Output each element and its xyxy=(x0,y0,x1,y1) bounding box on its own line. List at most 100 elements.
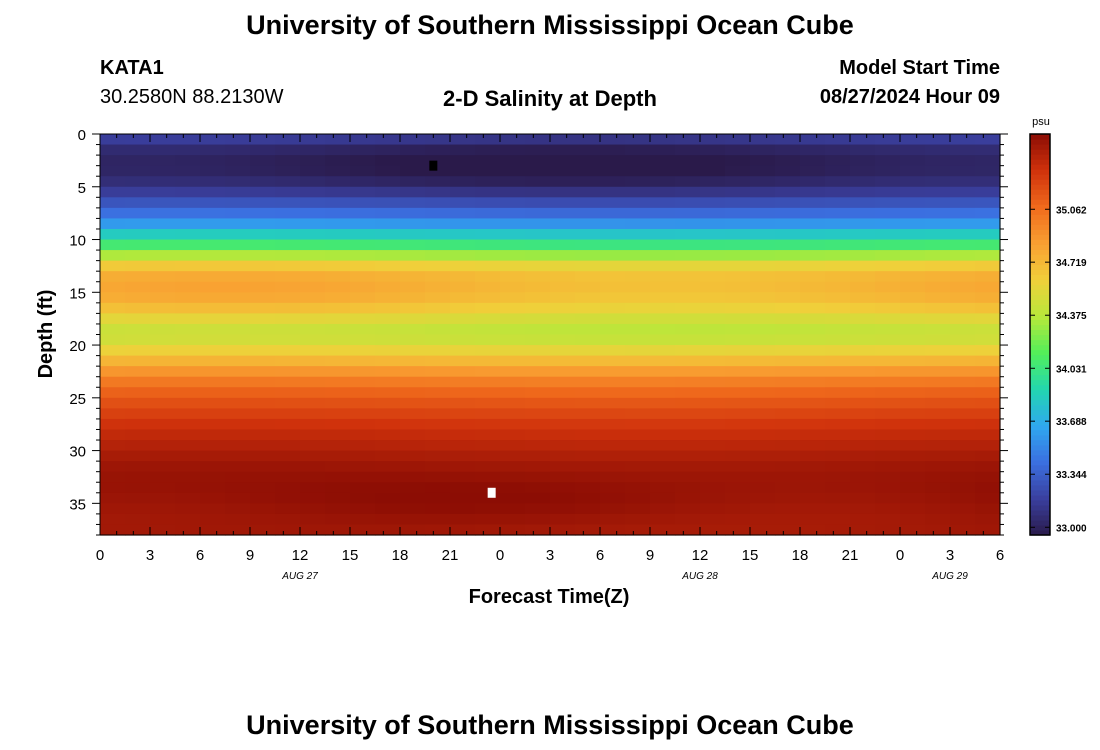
heatmap-cell xyxy=(250,271,276,283)
heatmap-cell xyxy=(775,418,801,431)
heatmap-cell xyxy=(425,292,451,304)
heatmap-cell xyxy=(100,271,126,283)
heatmap-cell xyxy=(225,397,251,409)
heatmap-cell xyxy=(200,366,226,378)
heatmap-cell xyxy=(800,355,826,367)
heatmap-cell xyxy=(225,418,251,431)
heatmap-cell xyxy=(150,418,176,431)
heatmap-cell xyxy=(175,228,201,241)
heatmap-cell xyxy=(525,313,551,325)
heatmap-cell xyxy=(725,176,751,188)
heatmap-cell xyxy=(800,292,826,304)
colorbar-swatch xyxy=(1030,429,1050,436)
colorbar-swatch xyxy=(1030,499,1050,506)
heatmap-cell xyxy=(875,313,901,325)
heatmap-cell xyxy=(675,250,701,262)
heatmap-cell xyxy=(425,513,451,526)
heatmap-cell xyxy=(550,165,576,177)
heatmap-cell xyxy=(425,450,451,462)
heatmap-cell xyxy=(975,492,1001,504)
heatmap-cell xyxy=(825,450,851,462)
heatmap-cell xyxy=(925,228,951,241)
heatmap-cell xyxy=(875,524,901,536)
heatmap-cell xyxy=(275,197,301,209)
colorbar-swatch xyxy=(1030,504,1050,511)
heatmap-cell xyxy=(375,260,401,272)
heatmap-cell xyxy=(475,218,501,230)
heatmap-cell xyxy=(725,524,751,536)
heatmap-cell xyxy=(275,239,301,251)
heatmap-cell xyxy=(125,355,151,367)
heatmap-cell xyxy=(650,197,676,209)
heatmap-cell xyxy=(675,408,701,420)
heatmap-cell xyxy=(950,471,976,483)
heatmap-cell xyxy=(425,355,451,367)
heatmap-cell xyxy=(625,513,651,526)
heatmap-cell xyxy=(175,482,201,494)
heatmap-cell xyxy=(400,387,426,399)
heatmap-cell xyxy=(800,450,826,462)
heatmap-cell xyxy=(600,250,626,262)
heatmap-cell xyxy=(200,387,226,399)
heatmap-cell xyxy=(300,461,326,473)
heatmap-cell xyxy=(725,250,751,262)
heatmap-cell xyxy=(800,408,826,420)
heatmap-cell xyxy=(875,345,901,357)
heatmap-cell xyxy=(350,397,376,409)
heatmap-cell xyxy=(725,207,751,220)
heatmap-cell xyxy=(625,155,651,167)
heatmap-cell xyxy=(550,482,576,494)
heatmap-cell xyxy=(125,376,151,388)
heatmap-cell xyxy=(275,471,301,483)
heatmap-cell xyxy=(750,155,776,167)
heatmap-cell xyxy=(550,355,576,367)
heatmap-cell xyxy=(125,440,151,452)
heatmap-cell xyxy=(575,176,601,188)
heatmap-cell xyxy=(275,260,301,272)
heatmap-cell xyxy=(100,440,126,452)
heatmap-cell xyxy=(625,408,651,420)
heatmap-cell xyxy=(950,461,976,473)
heatmap-cell xyxy=(300,503,326,515)
heatmap-cell xyxy=(675,440,701,452)
heatmap-cell xyxy=(850,440,876,452)
heatmap-cell xyxy=(350,197,376,209)
heatmap-cell xyxy=(550,250,576,262)
y-tick-label: 30 xyxy=(69,444,86,461)
heatmap-cell xyxy=(950,144,976,156)
heatmap-cell xyxy=(800,513,826,526)
heatmap-cell xyxy=(300,250,326,262)
heatmap-cell xyxy=(500,197,526,209)
heatmap-cell xyxy=(625,440,651,452)
heatmap-cell xyxy=(450,302,476,314)
heatmap-cell xyxy=(700,503,726,515)
heatmap-cell xyxy=(675,323,701,336)
heatmap-cell xyxy=(450,492,476,504)
heatmap-cell xyxy=(275,492,301,504)
heatmap-cell xyxy=(575,408,601,420)
heatmap-cell xyxy=(625,387,651,399)
heatmap-cell xyxy=(300,408,326,420)
x-tick-label: 18 xyxy=(392,547,409,564)
heatmap-cell xyxy=(900,186,926,198)
heatmap-cell xyxy=(400,345,426,357)
heatmap-cell xyxy=(425,503,451,515)
heatmap-cell xyxy=(650,313,676,325)
heatmap-cell xyxy=(150,228,176,241)
heatmap-cell xyxy=(125,408,151,420)
heatmap-cell xyxy=(775,513,801,526)
x-tick-label: 6 xyxy=(996,547,1004,564)
heatmap-cell xyxy=(600,218,626,230)
heatmap-cell xyxy=(550,144,576,156)
heatmap-cell xyxy=(900,366,926,378)
heatmap-cell xyxy=(125,144,151,156)
heatmap-cell xyxy=(325,271,351,283)
heatmap-cell xyxy=(325,207,351,220)
heatmap-cell xyxy=(525,186,551,198)
heatmap-cell xyxy=(700,334,726,346)
heatmap-cell xyxy=(925,292,951,304)
heatmap-cell xyxy=(500,503,526,515)
heatmap-cell xyxy=(650,387,676,399)
heatmap-cell xyxy=(500,376,526,388)
heatmap-cell xyxy=(500,313,526,325)
